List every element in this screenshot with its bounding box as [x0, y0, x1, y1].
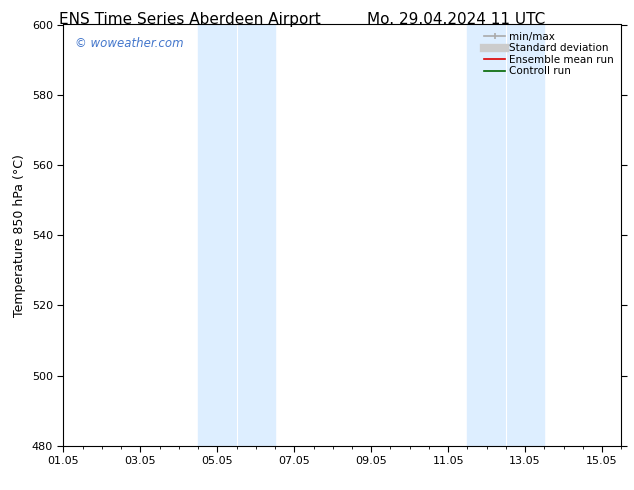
- Text: Mo. 29.04.2024 11 UTC: Mo. 29.04.2024 11 UTC: [367, 12, 546, 27]
- Bar: [467, 24, 545, 446]
- Bar: [198, 24, 275, 446]
- Text: ENS Time Series Aberdeen Airport: ENS Time Series Aberdeen Airport: [60, 12, 321, 27]
- Y-axis label: Temperature 850 hPa (°C): Temperature 850 hPa (°C): [13, 154, 26, 317]
- Legend: min/max, Standard deviation, Ensemble mean run, Controll run: min/max, Standard deviation, Ensemble me…: [480, 27, 618, 81]
- Text: © woweather.com: © woweather.com: [75, 37, 183, 50]
